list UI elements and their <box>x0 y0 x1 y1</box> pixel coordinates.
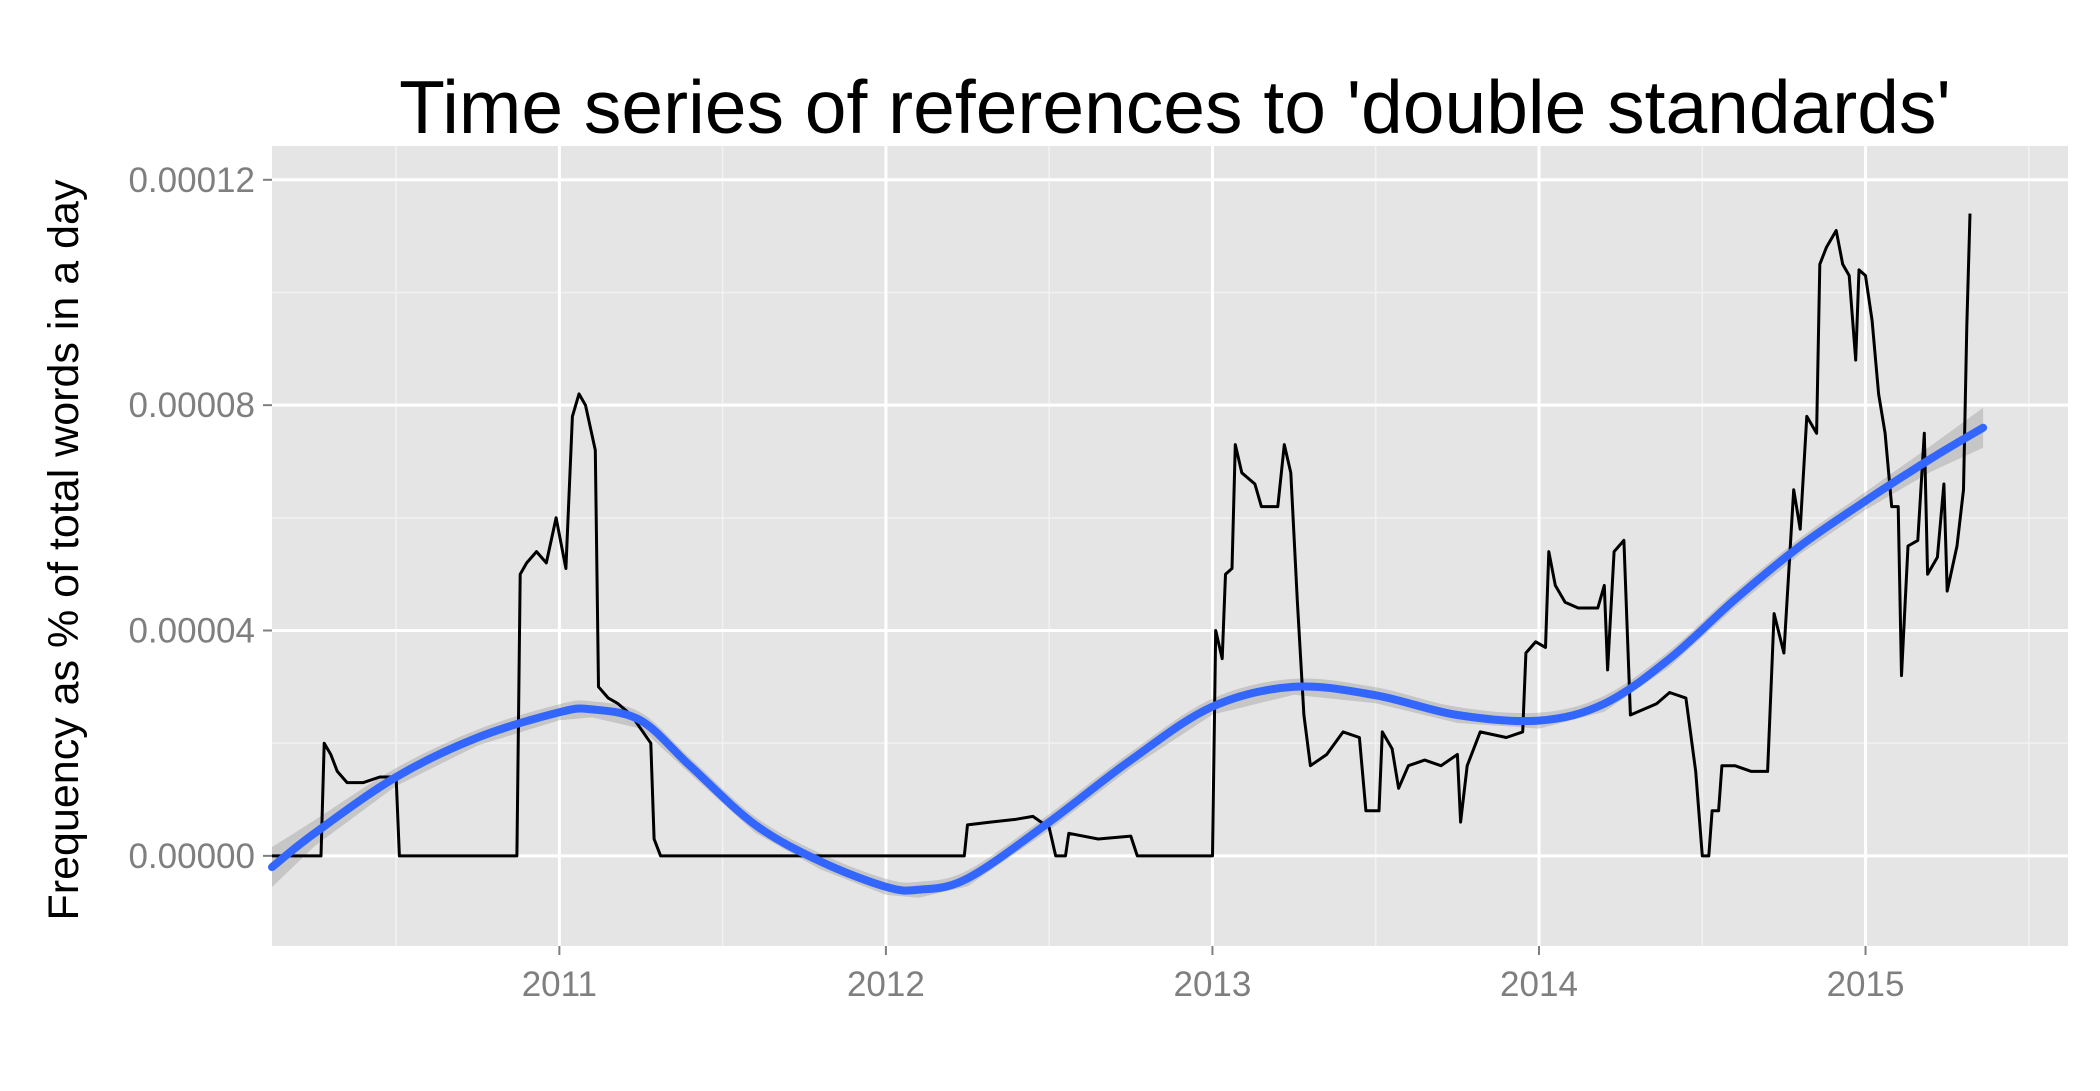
x-axis: 2011 2012 2013 2014 2015 <box>522 946 1905 1004</box>
y-tick-label: 0.00004 <box>128 612 255 651</box>
chart-title: Time series of references to 'double sta… <box>399 65 1951 149</box>
plot-panel <box>272 146 2068 946</box>
minor-gridlines <box>272 146 2068 946</box>
x-tick-label: 2011 <box>522 965 597 1004</box>
y-axis: 0.00000 0.00004 0.00008 0.00012 <box>128 161 272 876</box>
x-tick-label: 2014 <box>1500 965 1578 1004</box>
smooth-trend-line <box>268 423 1988 895</box>
y-axis-title: Frequency as % of total words in a day <box>40 179 88 920</box>
series-line <box>272 213 1972 858</box>
x-tick-label: 2012 <box>847 965 925 1004</box>
x-tick-label: 2015 <box>1827 965 1905 1004</box>
y-tick-label: 0.00000 <box>128 837 255 876</box>
x-tick-label: 2013 <box>1174 965 1252 1004</box>
y-tick-label: 0.00012 <box>128 161 255 200</box>
y-tick-label: 0.00008 <box>128 386 255 425</box>
